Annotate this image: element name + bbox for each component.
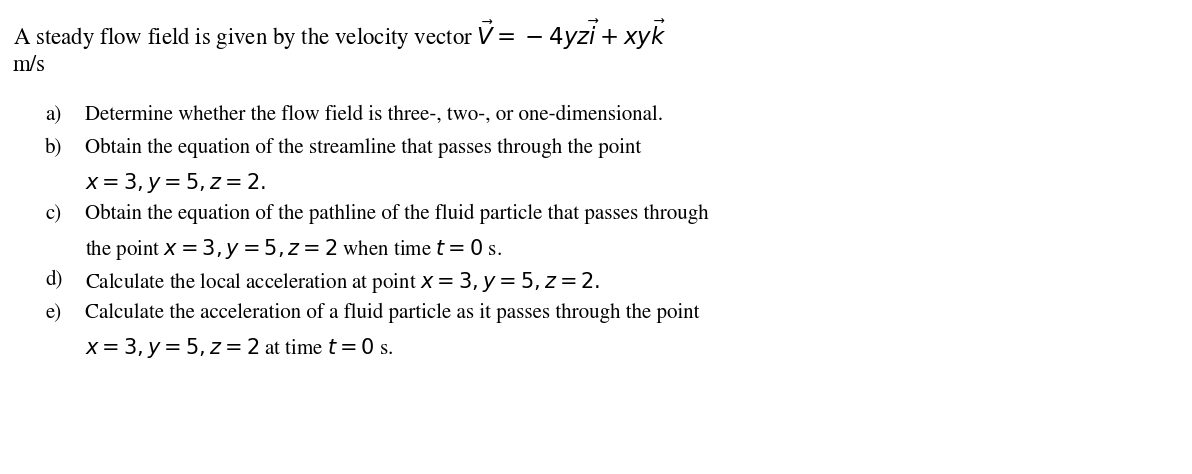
Text: a): a) bbox=[45, 105, 61, 125]
Text: b): b) bbox=[45, 138, 62, 158]
Text: e): e) bbox=[45, 303, 61, 323]
Text: A steady flow field is given by the velocity vector $\vec{V} = -4yz\vec{i} + xy\: A steady flow field is given by the velo… bbox=[13, 18, 666, 53]
Text: c): c) bbox=[45, 204, 61, 224]
Text: Determine whether the flow field is three‐, two‐, or one‐dimensional.: Determine whether the flow field is thre… bbox=[85, 105, 663, 125]
Text: Obtain the equation of the pathline of the fluid particle that passes through: Obtain the equation of the pathline of t… bbox=[85, 204, 708, 224]
Text: Calculate the acceleration of a fluid particle as it passes through the point: Calculate the acceleration of a fluid pa… bbox=[85, 303, 700, 323]
Text: d): d) bbox=[45, 270, 62, 290]
Text: $x = 3, y = 5, z = 2.$: $x = 3, y = 5, z = 2.$ bbox=[85, 171, 266, 195]
Text: Obtain the equation of the streamline that passes through the point: Obtain the equation of the streamline th… bbox=[85, 138, 641, 158]
Text: the point $x = 3, y = 5, z = 2$ when time $t = 0$ s.: the point $x = 3, y = 5, z = 2$ when tim… bbox=[85, 237, 502, 262]
Text: $x = 3, y = 5, z = 2$ at time $t = 0$ s.: $x = 3, y = 5, z = 2$ at time $t = 0$ s. bbox=[85, 336, 393, 360]
Text: Calculate the local acceleration at point $x = 3, y = 5, z = 2.$: Calculate the local acceleration at poin… bbox=[85, 270, 601, 295]
Text: m/s: m/s bbox=[13, 55, 46, 76]
